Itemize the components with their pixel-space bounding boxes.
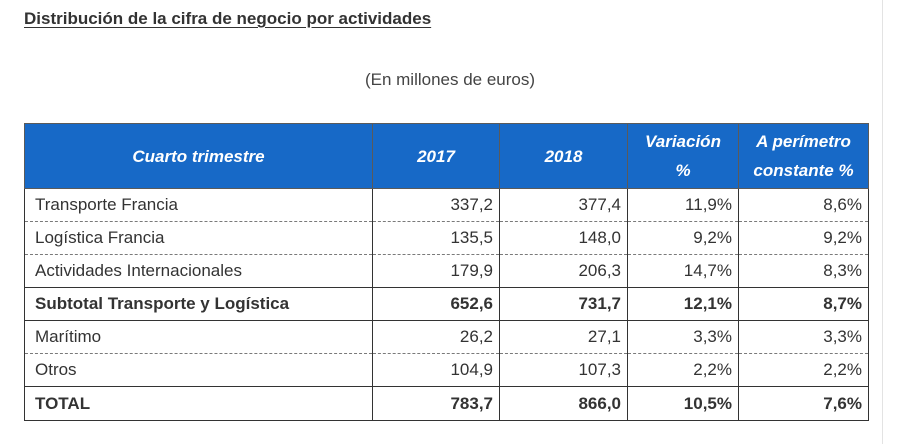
- cell-2017: 104,9: [372, 353, 500, 387]
- table-row: Marítimo 26,2 27,1 3,3% 3,3%: [24, 320, 869, 354]
- cell-variation: 2,2%: [627, 353, 739, 387]
- cell-activity: Otros: [24, 353, 373, 387]
- cell-2017: 179,9: [372, 254, 500, 288]
- cell-2018: 206,3: [499, 254, 628, 288]
- table-row: Actividades Internacionales 179,9 206,3 …: [24, 254, 869, 288]
- cell-2018: 148,0: [499, 221, 628, 255]
- cell-activity: TOTAL: [24, 386, 373, 421]
- cell-2018: 377,4: [499, 188, 628, 222]
- cell-activity: Transporte Francia: [24, 188, 373, 222]
- cell-variation: 12,1%: [627, 287, 739, 321]
- cell-2017: 783,7: [372, 386, 500, 421]
- cell-constant: 7,6%: [738, 386, 869, 421]
- cell-activity: Logística Francia: [24, 221, 373, 255]
- units-subtitle: (En millones de euros): [364, 70, 536, 89]
- cell-variation: 9,2%: [627, 221, 739, 255]
- cell-2018: 27,1: [499, 320, 628, 354]
- cell-activity: Actividades Internacionales: [24, 254, 373, 288]
- table-row: Logística Francia 135,5 148,0 9,2% 9,2%: [24, 221, 869, 255]
- cell-2018: 731,7: [499, 287, 628, 321]
- header-activity: Cuarto trimestre: [24, 123, 373, 189]
- cell-constant: 8,3%: [738, 254, 869, 288]
- cell-constant: 9,2%: [738, 221, 869, 255]
- cell-activity: Marítimo: [24, 320, 373, 354]
- cell-constant: 8,6%: [738, 188, 869, 222]
- cell-2017: 135,5: [372, 221, 500, 255]
- cell-activity: Subtotal Transporte y Logística: [24, 287, 373, 321]
- cell-variation: 11,9%: [627, 188, 739, 222]
- cell-variation: 3,3%: [627, 320, 739, 354]
- header-constant-perimeter: A perímetro constante %: [738, 123, 869, 189]
- cell-variation: 10,5%: [627, 386, 739, 421]
- cell-2017: 26,2: [372, 320, 500, 354]
- header-2018: 2018: [499, 123, 628, 189]
- cell-variation: 14,7%: [627, 254, 739, 288]
- right-divider: [882, 0, 883, 444]
- cell-2018: 866,0: [499, 386, 628, 421]
- document-title: Distribución de la cifra de negocio por …: [24, 9, 432, 28]
- cell-constant: 3,3%: [738, 320, 869, 354]
- table-row: Otros 104,9 107,3 2,2% 2,2%: [24, 353, 869, 387]
- header-variation: Variación %: [627, 123, 739, 189]
- cell-2017: 652,6: [372, 287, 500, 321]
- activity-revenue-table: Cuarto trimestre 2017 2018 Variación % A…: [24, 123, 869, 421]
- header-2017: 2017: [372, 123, 500, 189]
- cell-2018: 107,3: [499, 353, 628, 387]
- total-row: TOTAL 783,7 866,0 10,5% 7,6%: [24, 386, 869, 421]
- table-header-row: Cuarto trimestre 2017 2018 Variación % A…: [24, 123, 869, 189]
- cell-constant: 2,2%: [738, 353, 869, 387]
- table-row: Transporte Francia 337,2 377,4 11,9% 8,6…: [24, 188, 869, 222]
- cell-2017: 337,2: [372, 188, 500, 222]
- subtotal-row: Subtotal Transporte y Logística 652,6 73…: [24, 287, 869, 321]
- cell-constant: 8,7%: [738, 287, 869, 321]
